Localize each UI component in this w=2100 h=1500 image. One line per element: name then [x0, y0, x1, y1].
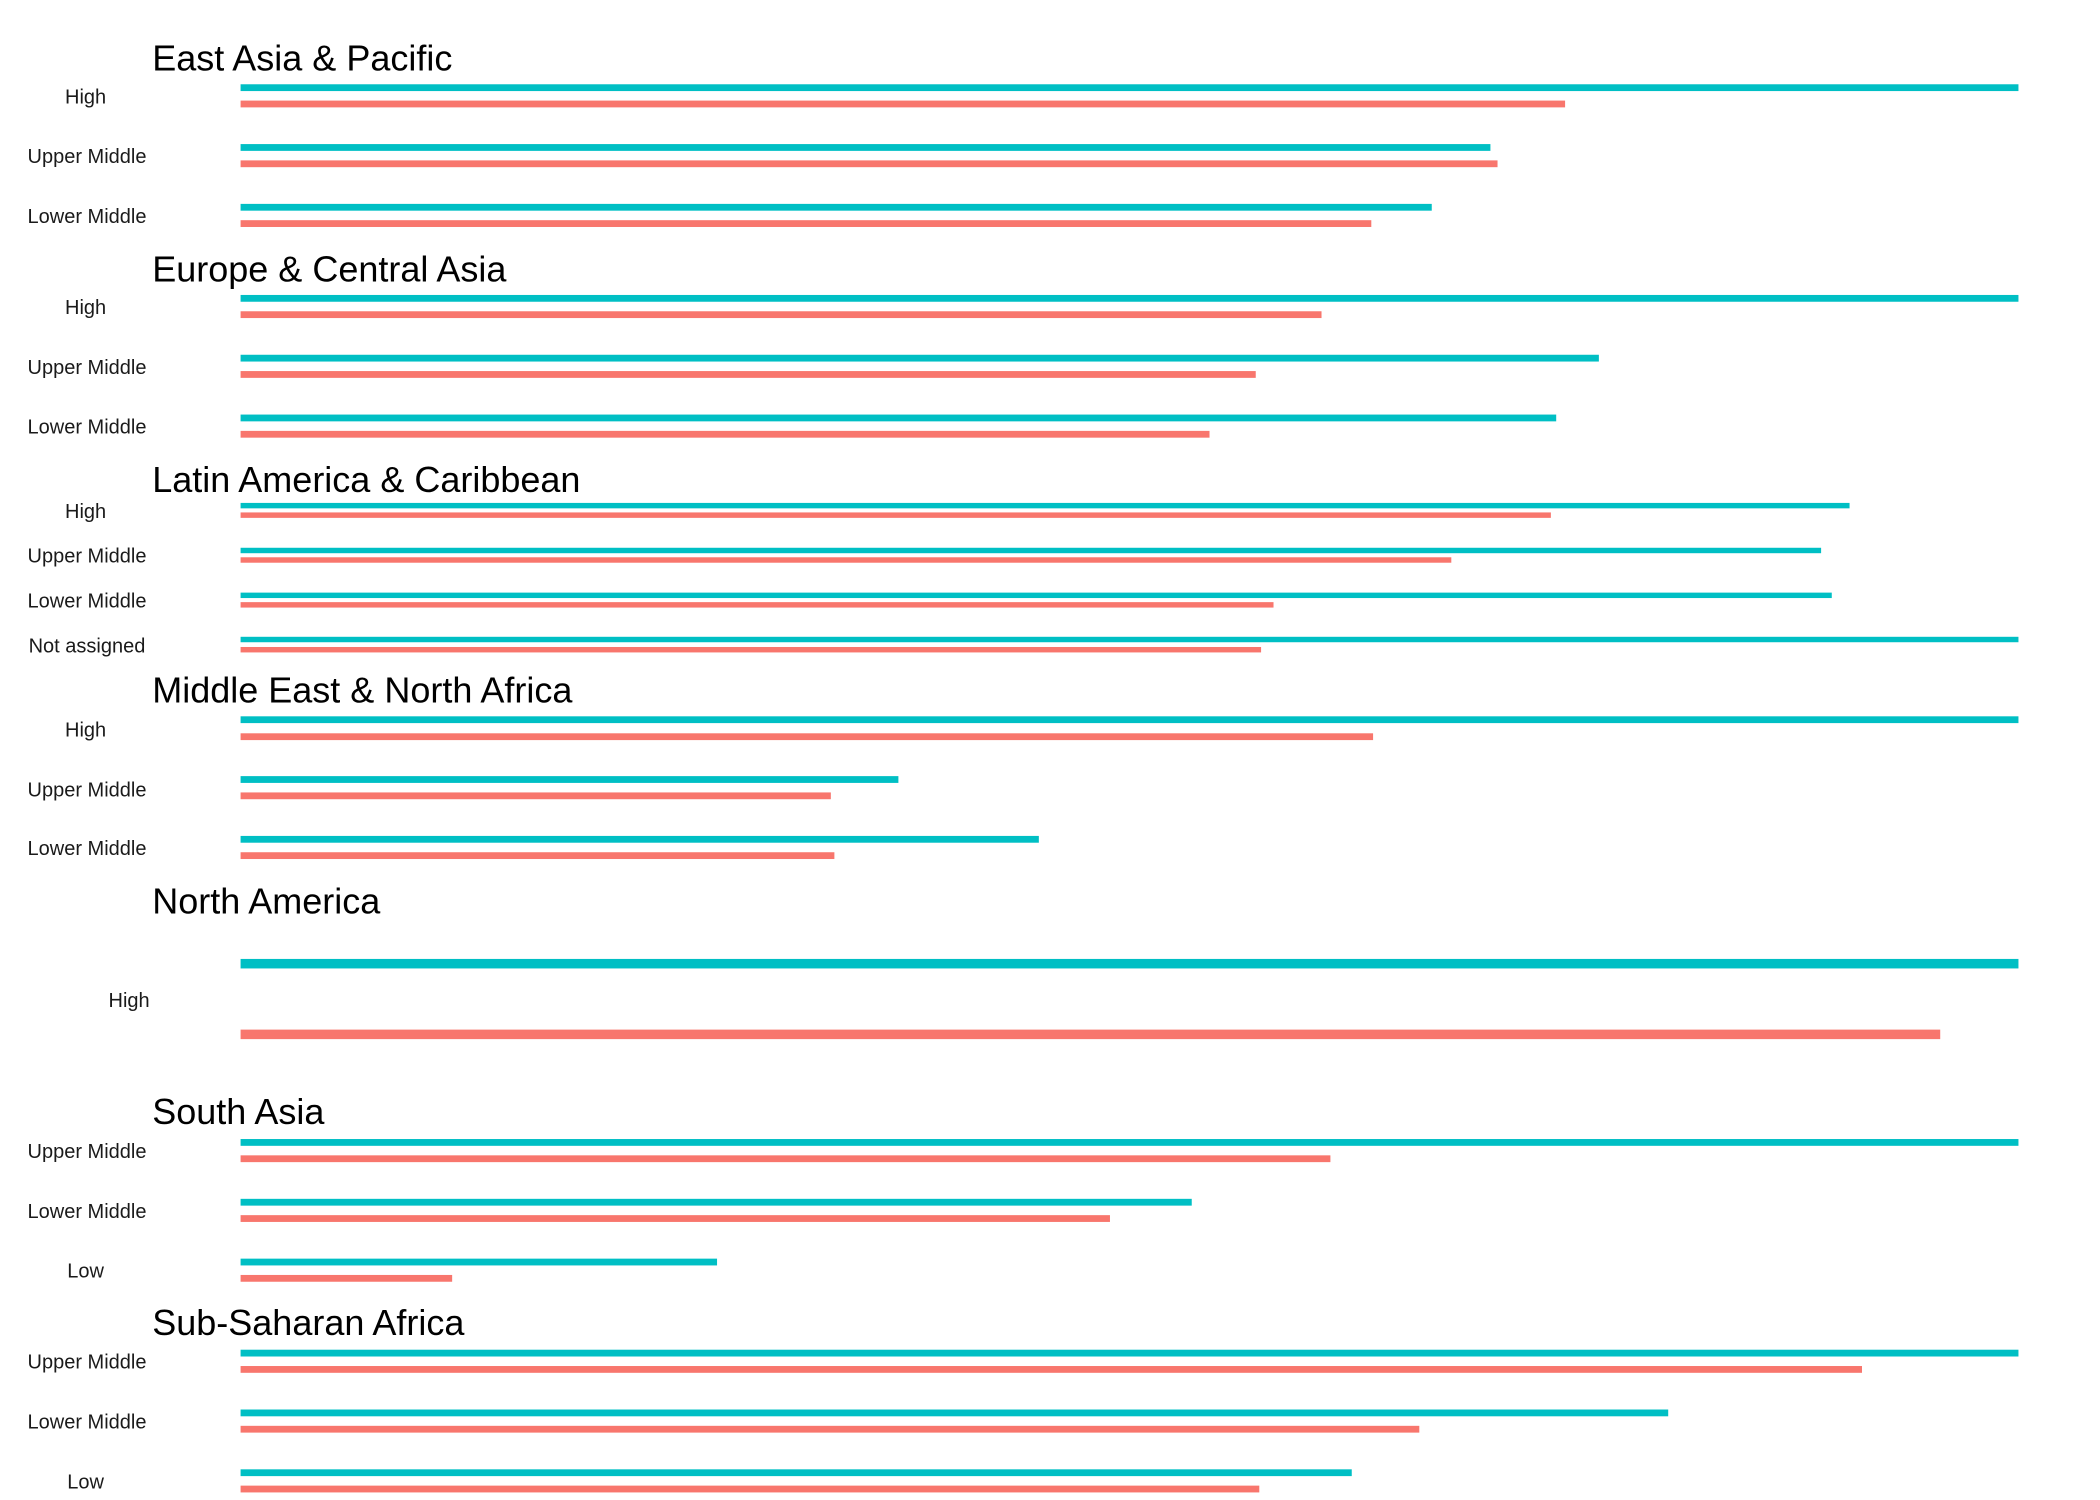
category-label: Upper Middle [28, 1141, 147, 1163]
category-label: Upper Middle [28, 546, 147, 568]
bar-series-b [240, 1215, 1110, 1222]
bar-series-b [240, 160, 1498, 168]
panel: North America High [109, 880, 2019, 1040]
category-label: High [65, 297, 106, 319]
category-label: Low [67, 1471, 104, 1493]
bar-series-a [240, 144, 1491, 151]
category-label: Lower Middle [28, 1201, 147, 1223]
bar-series-b [240, 512, 1551, 518]
bar-series-b [240, 1029, 1941, 1040]
bar-series-a [240, 1139, 2019, 1146]
bar-series-b [240, 646, 1262, 653]
panel: Latin America & Caribbean High Upper Middl… [28, 459, 2019, 657]
panel-title: North America [152, 880, 381, 921]
bar-series-a [240, 636, 2019, 643]
bar-series-b [240, 371, 1256, 378]
bar-series-a [240, 1469, 1352, 1477]
panel: Europe & Central Asia High Upper Middle Low… [28, 248, 2019, 439]
panel-title: Sub-Saharan Africa [152, 1302, 465, 1343]
bar-series-a [240, 776, 899, 783]
panel-title: Europe & Central Asia [152, 248, 507, 289]
category-label: Upper Middle [28, 780, 147, 802]
bar-series-a [240, 1349, 2019, 1357]
bar-series-a [240, 1409, 1669, 1417]
bar-series-b [240, 557, 1452, 563]
bar-series-b [240, 733, 1374, 741]
bar-series-b [240, 1274, 453, 1282]
bar-series-b [240, 602, 1274, 608]
category-label: Not assigned [29, 635, 146, 657]
bar-series-a [240, 547, 1822, 554]
bar-series-b [240, 1155, 1331, 1163]
bar-series-b [240, 311, 1322, 319]
bar-series-a [240, 414, 1557, 422]
bar-series-b [240, 1485, 1260, 1493]
category-label: High [65, 720, 106, 742]
category-label: High [65, 501, 106, 523]
bar-series-a [240, 958, 2019, 969]
panel-title: East Asia & Pacific [152, 38, 452, 79]
category-label: Lower Middle [28, 591, 147, 613]
bar-series-b [240, 100, 1566, 108]
bar-series-a [240, 1198, 1192, 1206]
category-label: Lower Middle [28, 417, 147, 439]
bar-series-a [240, 354, 1599, 362]
panel-title: South Asia [152, 1091, 325, 1132]
panel: Middle East & North Africa High Upper Midd… [28, 670, 2019, 860]
bar-series-a [240, 592, 1832, 599]
bar-series-b [240, 220, 1372, 227]
category-label: Low [67, 1261, 104, 1283]
category-label: Upper Middle [28, 1352, 147, 1374]
panel-title: Middle East & North Africa [152, 670, 573, 711]
bar-series-b [240, 852, 835, 860]
category-label: Lower Middle [28, 206, 147, 228]
bar-series-a [240, 203, 1432, 211]
bar-series-b [240, 430, 1210, 438]
bar-series-a [240, 835, 1039, 843]
category-label: High [65, 86, 106, 108]
bar-series-b [240, 1425, 1420, 1433]
bar-series-b [240, 1366, 1862, 1373]
category-label: Lower Middle [28, 1412, 147, 1434]
category-label: Upper Middle [28, 146, 147, 168]
bar-series-a [240, 1258, 718, 1266]
bar-series-a [240, 716, 2019, 724]
category-label: Lower Middle [28, 838, 147, 860]
category-label: High [109, 990, 150, 1012]
panel: East Asia & Pacific High Upper Middle Lower… [28, 38, 2019, 228]
bar-series-a [240, 294, 2019, 302]
bar-series-a [240, 502, 1850, 509]
panel-title: Latin America & Caribbean [152, 459, 580, 500]
bar-series-b [240, 792, 831, 800]
category-label: Upper Middle [28, 357, 147, 379]
bar-series-a [240, 84, 2019, 92]
